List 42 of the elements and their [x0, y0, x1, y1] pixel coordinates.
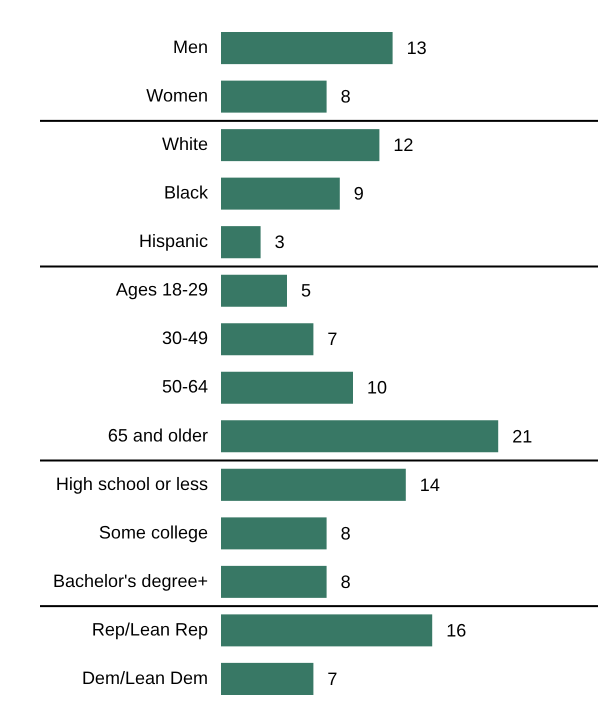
- data-label: 8: [340, 523, 351, 544]
- data-label: 9: [354, 184, 364, 204]
- data-label: 14: [420, 474, 440, 495]
- data-label: 8: [340, 572, 351, 592]
- data-label: 7: [327, 668, 338, 689]
- data-label: 13: [406, 38, 427, 58]
- bar: [221, 226, 261, 258]
- y-tick-label: Dem/Lean Dem: [82, 668, 208, 688]
- bar: [221, 129, 380, 162]
- data-label: 8: [340, 86, 351, 107]
- data-label: 10: [367, 378, 388, 398]
- data-label: 21: [512, 426, 532, 446]
- bar: [221, 80, 327, 113]
- y-tick-label: 30-49: [162, 328, 208, 348]
- y-tick-label: Men: [172, 37, 208, 58]
- y-tick-label: Bachelor's degree+: [52, 570, 208, 591]
- bar: [221, 662, 314, 695]
- bar: [221, 372, 354, 404]
- y-tick-label: Black: [164, 182, 209, 203]
- bar: [221, 323, 314, 356]
- y-tick-label: Women: [146, 86, 208, 106]
- y-tick-label: Ages 18-29: [116, 280, 208, 300]
- y-tick-label: Some college: [98, 522, 208, 542]
- bar: [221, 32, 393, 64]
- y-tick-label: Rep/Lean Rep: [92, 619, 208, 640]
- y-tick-label: 50-64: [162, 376, 208, 397]
- data-label: 7: [327, 329, 338, 350]
- y-tick-label: Hispanic: [138, 231, 208, 252]
- y-tick-label: High school or less: [56, 474, 208, 494]
- bar: [221, 517, 327, 550]
- bar: [221, 274, 287, 307]
- data-label: 16: [446, 620, 466, 640]
- bar: [221, 468, 406, 501]
- y-tick-label: White: [162, 134, 208, 154]
- bar: [221, 178, 340, 210]
- data-label: 12: [393, 135, 414, 156]
- y-tick-label: 65 and older: [108, 425, 208, 446]
- bar: [221, 420, 498, 452]
- bar: [221, 614, 432, 646]
- data-label: 3: [274, 232, 285, 252]
- bar: [221, 566, 327, 598]
- data-label: 5: [301, 280, 312, 301]
